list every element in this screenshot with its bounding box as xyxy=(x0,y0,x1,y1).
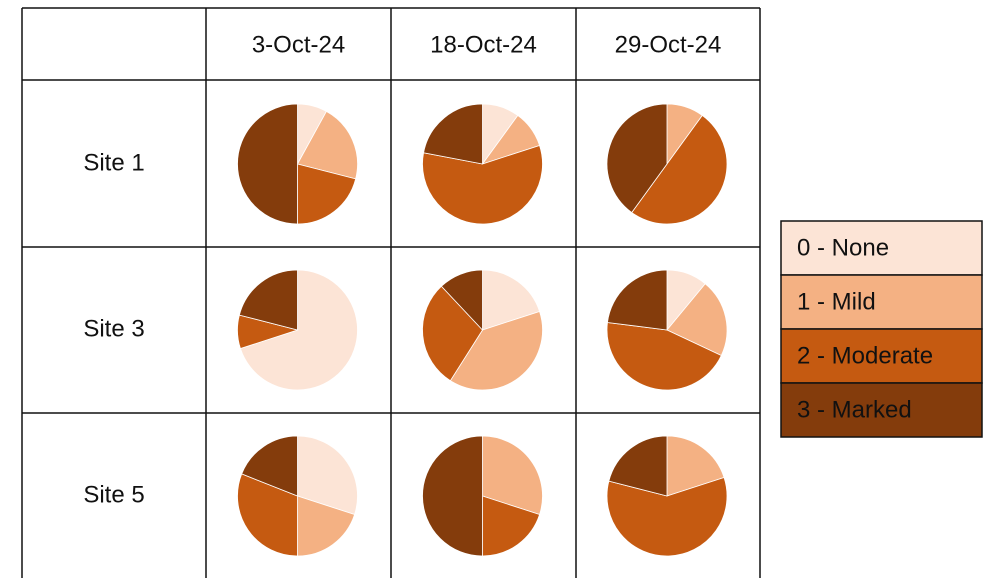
column-header: 18-Oct-24 xyxy=(430,31,537,58)
pie-slice xyxy=(241,435,298,497)
pie-slice xyxy=(607,269,668,331)
pie-slice xyxy=(606,103,668,214)
legend-swatch xyxy=(780,220,983,276)
pie-slice xyxy=(422,435,483,557)
legend-label: 0 - None xyxy=(797,234,889,261)
pie-slice xyxy=(482,495,541,557)
pie-slice xyxy=(297,435,358,516)
legend-label: 3 - Marked xyxy=(797,396,912,423)
pie-slice xyxy=(449,310,543,391)
pie-slice xyxy=(239,269,358,391)
pie-slice xyxy=(608,435,668,497)
row-header: Site 5 xyxy=(83,481,144,508)
pie-slice xyxy=(482,269,541,331)
pie-slice xyxy=(297,495,356,557)
pie-slice xyxy=(631,114,728,225)
legend-label: 1 - Mild xyxy=(797,288,876,315)
pie-slice xyxy=(422,285,484,382)
column-header: 29-Oct-24 xyxy=(615,31,722,58)
legend-swatch xyxy=(780,382,983,438)
column-header: 3-Oct-24 xyxy=(252,31,345,58)
pie-slice xyxy=(238,269,298,331)
pie-slice xyxy=(237,103,298,225)
row-header: Site 1 xyxy=(83,149,144,176)
pie-slice xyxy=(440,269,483,332)
pie-slice xyxy=(423,103,483,165)
pie-slice xyxy=(606,322,722,391)
legend-label: 2 - Moderate xyxy=(797,342,933,369)
pie-slice xyxy=(606,476,728,557)
pie-slice xyxy=(422,144,543,225)
pie-slice xyxy=(482,435,543,516)
table-grid xyxy=(21,7,761,578)
pie-slice xyxy=(666,283,728,357)
pie-slice xyxy=(666,435,725,497)
row-header: Site 3 xyxy=(83,315,144,342)
pie-slice xyxy=(297,163,357,225)
pie-slice xyxy=(296,110,358,180)
pie-slice xyxy=(237,473,298,557)
